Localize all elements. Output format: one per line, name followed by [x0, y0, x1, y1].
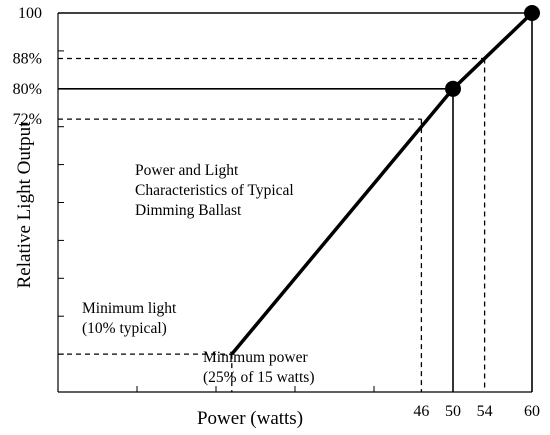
annotation-line: Characteristics of Typical — [135, 182, 294, 199]
y-tick-label: 80% — [13, 81, 42, 98]
x-tick-label: 50 — [445, 403, 461, 420]
y-tick-label: 72% — [13, 111, 42, 128]
annotation: Minimum power (25% of 15 watts) — [203, 349, 315, 386]
x-tick-label: 54 — [477, 403, 493, 420]
annotation: Minimum light (10% typical) — [82, 300, 177, 337]
y-tick-label: 100 — [18, 5, 42, 22]
data-point — [524, 5, 540, 21]
annotations: Power and Light Characteristics of Typica… — [82, 162, 315, 386]
annotation: Power and Light Characteristics of Typica… — [135, 162, 294, 219]
x-tick-label: 60 — [524, 403, 540, 420]
tick-labels: 100 88% 80% 72% 46 50 54 60 — [13, 5, 540, 420]
data-point — [445, 80, 461, 97]
annotation-line: Minimum light — [82, 300, 177, 317]
series — [230, 5, 540, 356]
annotation-line: Dimming Ballast — [135, 202, 242, 219]
axis-ticks — [58, 50, 454, 392]
x-axis-title: Power (watts) — [197, 408, 303, 429]
annotation-line: (25% of 15 watts) — [203, 369, 315, 386]
x-tick-label: 46 — [413, 403, 429, 420]
annotation-line: Minimum power — [203, 349, 308, 366]
y-tick-label: 88% — [13, 50, 42, 67]
reference-lines — [58, 12, 533, 392]
annotation-line: (10% typical) — [82, 320, 167, 337]
annotation-line: Power and Light — [135, 162, 239, 179]
y-axis-title: Relative Light Output — [14, 121, 35, 288]
